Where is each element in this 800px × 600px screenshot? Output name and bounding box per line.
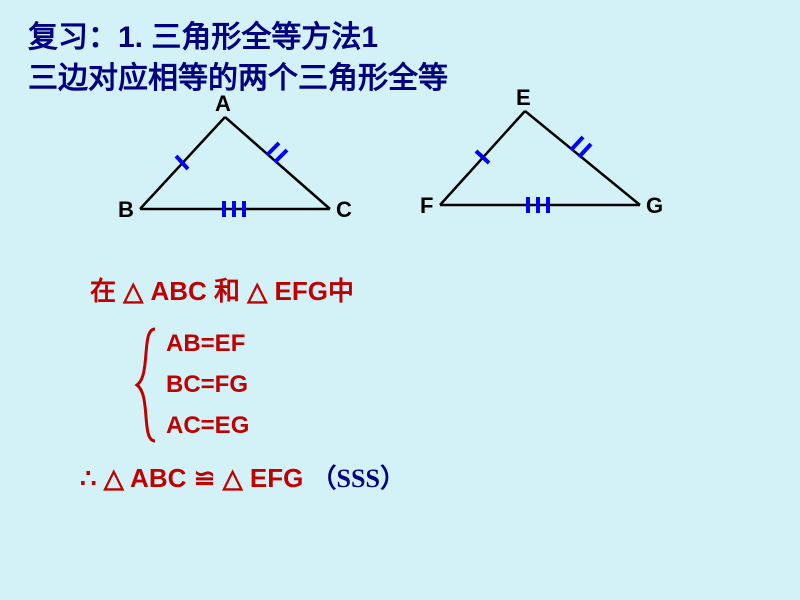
proof-body: AB=EF BC=FG AC=EG [90,324,800,446]
proof-conclusion: ∴ △ ABC ≌ △ EFG （SSS） [0,458,800,495]
sss-open: （ [311,464,337,493]
sss-label: SSS [337,464,380,493]
sss-close: ） [380,464,406,493]
label-a: A [215,91,231,117]
therefore-symbol: ∴ [80,463,97,493]
text-in: 在 [90,276,116,306]
title-line-2: 三边对应相等的两个三角形全等 [28,62,448,95]
label-c: C [336,197,352,223]
title-line-1: 复习：1. 三角形全等方法1 [28,21,378,54]
text-and: 和 [214,276,240,306]
brace-icon [130,325,166,445]
eq-ab-ef: AB=EF [166,324,249,365]
conc-efg: EFG [243,463,304,493]
tri-abc: ABC [143,276,214,306]
text-zhong: 中 [328,276,354,306]
proof-given: 在 △ ABC 和 △ EFG中 [90,271,800,308]
triangles-svg [0,105,800,265]
congruent-symbol: ≌ [194,463,216,493]
slide-title: 复习：1. 三角形全等方法1 三边对应相等的两个三角形全等 [0,0,800,99]
label-g: G [646,193,663,219]
triangle-abc [140,117,330,217]
label-e: E [516,85,531,111]
conc-abc: ABC [124,463,194,493]
proof-block: 在 △ ABC 和 △ EFG中 AB=EF BC=FG AC=EG [0,271,800,446]
triangles-diagram: A B C E F G [0,105,800,265]
tri-efg: EFG [267,276,328,306]
tri-sym-4: △ [223,463,243,493]
tri-sym-3: △ [104,463,124,493]
tri-sym-2: △ [247,276,267,306]
triangle-efg [440,111,640,213]
equations: AB=EF BC=FG AC=EG [166,324,249,446]
eq-ac-eg: AC=EG [166,406,249,447]
label-f: F [420,193,433,219]
label-b: B [118,197,134,223]
eq-bc-fg: BC=FG [166,365,249,406]
tri-sym-1: △ [123,276,143,306]
